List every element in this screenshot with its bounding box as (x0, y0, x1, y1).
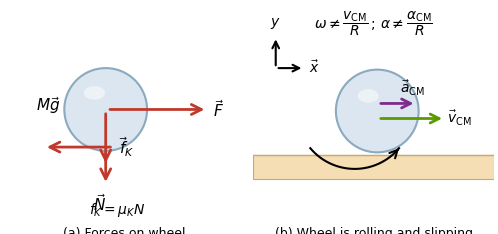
FancyBboxPatch shape (253, 155, 494, 179)
Text: $f_K = \mu_K N$: $f_K = \mu_K N$ (89, 201, 145, 219)
Text: $\vec{F}$: $\vec{F}$ (213, 99, 224, 120)
Text: $M\vec{g}$: $M\vec{g}$ (36, 95, 61, 116)
Text: $y$: $y$ (270, 15, 281, 30)
Text: (a) Forces on wheel: (a) Forces on wheel (63, 227, 186, 234)
Ellipse shape (358, 89, 379, 103)
Text: $\vec{x}$: $\vec{x}$ (309, 60, 320, 77)
Ellipse shape (84, 86, 105, 100)
Circle shape (336, 69, 419, 152)
Circle shape (64, 68, 147, 151)
Text: $\vec{N}$: $\vec{N}$ (93, 193, 106, 214)
Text: (b) Wheel is rolling and slipping: (b) Wheel is rolling and slipping (274, 227, 473, 234)
Text: $\vec{f}_K$: $\vec{f}_K$ (119, 135, 134, 159)
Text: $\omega \neq \dfrac{v_{\mathrm{CM}}}{R}\,;\,\alpha \neq \dfrac{\alpha_{\mathrm{C: $\omega \neq \dfrac{v_{\mathrm{CM}}}{R}\… (314, 10, 433, 38)
Text: $\vec{a}_{\mathrm{CM}}$: $\vec{a}_{\mathrm{CM}}$ (400, 79, 425, 98)
Text: $\vec{v}_{\mathrm{CM}}$: $\vec{v}_{\mathrm{CM}}$ (447, 109, 472, 128)
